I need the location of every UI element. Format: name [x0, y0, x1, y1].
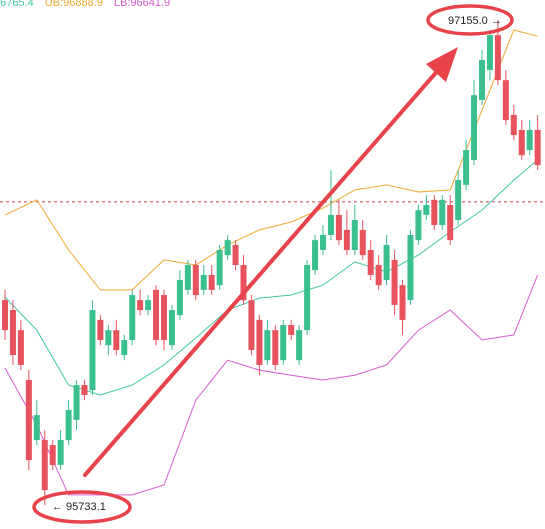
plot-area — [0, 20, 545, 506]
band-line — [4, 159, 538, 396]
candle-body — [486, 35, 493, 70]
candle-body — [168, 310, 175, 346]
band-line — [4, 29, 538, 291]
candle-body — [216, 250, 223, 286]
candle-body — [359, 229, 366, 256]
candle-body — [280, 325, 287, 361]
candle-body — [423, 204, 430, 215]
candle-body — [17, 330, 24, 365]
candle-body — [463, 150, 470, 185]
candle-body — [518, 129, 525, 156]
candle-body — [208, 274, 215, 290]
candle-body — [288, 325, 295, 335]
candle-body — [399, 285, 406, 320]
candle-body — [192, 265, 199, 296]
legend-entry: UB:96888.9 — [45, 0, 103, 9]
candle-body — [184, 265, 191, 290]
candle-body — [33, 415, 40, 440]
candle-body — [502, 80, 509, 121]
candle-body — [89, 310, 96, 391]
candle-body — [510, 114, 517, 136]
candle-body — [455, 180, 462, 220]
candle-body — [256, 319, 263, 365]
candle-body — [49, 445, 56, 465]
candle-body — [296, 330, 303, 361]
candle-body — [105, 330, 112, 346]
candle-body — [97, 319, 104, 341]
candle-body — [471, 95, 478, 160]
candle-body — [375, 265, 382, 286]
candle-body — [113, 330, 120, 350]
candle-body — [145, 300, 152, 311]
trend-arrow — [83, 66, 442, 477]
candle-body — [447, 204, 454, 241]
candle-body — [343, 229, 350, 251]
high-label: 97155.0 → — [448, 15, 502, 27]
candle-body — [2, 300, 8, 331]
candle-body — [232, 244, 239, 266]
candle-body — [224, 240, 231, 256]
candle-body — [129, 295, 136, 341]
low-label: ← 95733.1 — [52, 501, 106, 513]
candle-body — [335, 214, 342, 241]
candle-body — [65, 409, 72, 440]
candle-body — [312, 240, 319, 271]
candle-body — [176, 280, 183, 316]
candle-body — [526, 129, 533, 151]
legend-entry: 96765.4 — [0, 0, 34, 9]
candle-body — [479, 60, 485, 100]
candle-body — [415, 210, 422, 241]
low-highlight — [32, 490, 132, 524]
candle-body — [439, 199, 446, 226]
candle-body — [534, 129, 541, 166]
legend-entry: LB:96641.9 — [114, 0, 170, 9]
candle-body — [57, 439, 64, 465]
candle-body — [200, 274, 207, 290]
candle-body — [9, 310, 16, 356]
candle-body — [383, 244, 390, 281]
candle-body — [431, 199, 438, 226]
candle-body — [248, 300, 255, 350]
candle-body — [240, 265, 247, 301]
candle-body — [304, 265, 311, 331]
band-line — [4, 274, 539, 496]
candle-body — [137, 300, 144, 311]
candle-body — [161, 295, 167, 341]
candle-body — [391, 259, 398, 305]
candle-body — [73, 385, 80, 420]
candle-body — [407, 234, 414, 301]
high-highlight — [426, 4, 514, 36]
arrow-head — [426, 47, 458, 82]
candle-body — [327, 214, 334, 235]
candle-body — [41, 439, 48, 491]
candle-body — [153, 289, 160, 341]
candle-body — [494, 35, 501, 81]
candle-body — [264, 330, 271, 361]
candle-body — [81, 385, 88, 395]
candle-body — [320, 234, 326, 251]
candle-body — [272, 330, 279, 365]
legend: 96765.4 UB:96888.9 LB:96641.9 — [0, 0, 170, 9]
candle-body — [25, 379, 32, 461]
candle-body — [121, 340, 128, 356]
candle-body — [367, 250, 374, 275]
candle-body — [351, 219, 358, 251]
